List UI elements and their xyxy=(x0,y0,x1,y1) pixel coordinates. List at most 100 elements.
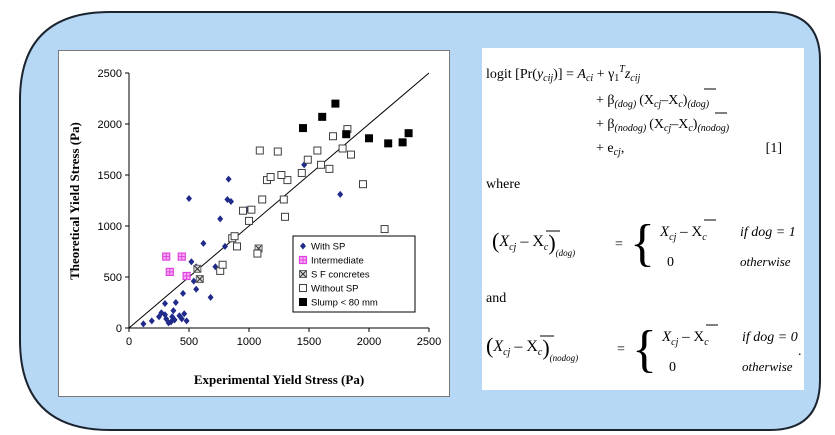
case-dog-lhs: (Xcj – Xc)(dog) xyxy=(492,228,575,258)
point-without-sp xyxy=(329,132,337,141)
point-with-sp xyxy=(172,299,179,306)
and-label: and xyxy=(486,291,506,306)
y-tick-label: 500 xyxy=(104,272,122,284)
scatter-chart: 0 500 1000 1500 2000 2500 0 500 1000 1500 2000 2500… xyxy=(67,68,442,387)
point-with-sp xyxy=(190,277,197,285)
ticks: 0 500 1000 1500 2000 2500 0 500 1000 1500 2000 2500 xyxy=(98,68,442,348)
case-cond-0: if dog = 0 xyxy=(742,330,798,345)
point-intermediate xyxy=(177,252,186,261)
point-with-sp xyxy=(162,300,168,308)
equation-number: [1] xyxy=(766,141,782,156)
point-with-sp xyxy=(186,194,192,202)
point-slump-80-mm xyxy=(384,139,393,148)
point-with-sp xyxy=(148,317,155,325)
y-axis-label: Theoretical Yield Stress (Pa) xyxy=(67,122,82,280)
x-tick-label: 500 xyxy=(180,336,198,348)
chart-panel: 0 500 1000 1500 2000 2500 0 500 1000 1500 2000 2500… xyxy=(58,50,450,397)
point-slump-80-mm xyxy=(331,99,340,108)
legend-label: Slump < 80 mm xyxy=(311,298,378,309)
x-tick-label: 1500 xyxy=(297,336,321,348)
point-without-sp xyxy=(273,147,282,156)
point-with-sp xyxy=(181,310,188,318)
point-without-sp xyxy=(233,242,241,251)
svg-text:=: = xyxy=(617,342,625,357)
where-label: where xyxy=(486,177,520,192)
point-with-sp xyxy=(183,317,190,325)
point-with-sp xyxy=(188,258,195,266)
x-tick-label: 2000 xyxy=(357,336,381,348)
legend-marker xyxy=(299,284,307,292)
case-zero-2: 0 xyxy=(669,360,676,375)
point-without-sp xyxy=(359,180,367,189)
formula-line-2: + β(dog) (Xcj–Xc)(dog) xyxy=(596,93,710,110)
point-with-sp xyxy=(225,175,232,183)
point-without-sp xyxy=(258,195,267,204)
point-without-sp xyxy=(218,260,227,269)
point-with-sp xyxy=(180,289,186,297)
formula-line-4: + ecj, xyxy=(596,141,624,158)
point-with-sp xyxy=(171,316,178,324)
point-with-sp xyxy=(170,307,177,315)
brace-2: { xyxy=(632,321,657,378)
reference-line xyxy=(128,72,430,329)
point-with-sp xyxy=(193,285,200,293)
brace-1: { xyxy=(630,215,655,272)
legend-marker xyxy=(300,242,306,250)
point-without-sp xyxy=(255,146,264,155)
point-without-sp xyxy=(253,249,262,258)
point-with-sp xyxy=(301,161,308,169)
point-without-sp xyxy=(297,168,306,177)
x-axis-label: Experimental Yield Stress (Pa) xyxy=(194,372,364,387)
point-without-sp xyxy=(279,195,288,204)
point-without-sp xyxy=(303,155,312,164)
case-cond-1: if dog = 1 xyxy=(740,225,796,240)
point-without-sp xyxy=(338,144,347,153)
case-zero-1: 0 xyxy=(667,255,674,270)
point-with-sp xyxy=(140,320,147,328)
point-intermediate xyxy=(182,271,191,281)
legend: With SP Intermediate S F concretes Without … xyxy=(292,235,416,313)
point-with-sp xyxy=(165,319,172,327)
point-without-sp xyxy=(347,150,355,159)
point-intermediate xyxy=(165,267,174,276)
point-slump-80-mm xyxy=(299,124,307,133)
point-without-sp xyxy=(325,164,334,173)
formula-line-3: + β(nodog) (Xcj–Xc)(nodog) xyxy=(596,117,730,134)
data-points xyxy=(140,99,413,328)
legend-label: Without SP xyxy=(311,284,359,295)
point-intermediate xyxy=(162,252,171,261)
point-with-sp xyxy=(337,190,344,198)
case-nodog-lhs: (Xcj – Xc)(nodog) xyxy=(486,333,578,363)
point-slump-80-mm xyxy=(398,138,407,147)
point-without-sp xyxy=(380,225,389,234)
point-sf-concretes xyxy=(195,275,204,284)
point-sf-concretes xyxy=(193,264,202,273)
axes xyxy=(128,72,430,329)
point-slump-80-mm xyxy=(318,112,327,121)
point-without-sp xyxy=(239,206,247,215)
point-with-sp xyxy=(178,315,185,323)
y-tick-label: 0 xyxy=(116,323,122,335)
point-with-sp xyxy=(200,239,207,247)
legend-marker xyxy=(299,298,307,306)
formula-panel: logit [Pr(ycij)] = Aci + γ1Tzcij + β(dog… xyxy=(482,48,804,390)
point-without-sp xyxy=(230,232,239,241)
point-without-sp xyxy=(247,205,256,214)
legend-label: Intermediate xyxy=(311,256,364,267)
point-with-sp xyxy=(217,215,224,223)
point-without-sp xyxy=(317,160,325,169)
legend-marker xyxy=(298,255,308,265)
x-tick-label: 2500 xyxy=(417,336,441,348)
point-without-sp xyxy=(277,171,286,179)
point-slump-80-mm xyxy=(404,129,413,138)
y-tick-label: 2000 xyxy=(98,119,122,131)
legend-label: S F concretes xyxy=(311,270,370,281)
point-with-sp xyxy=(222,242,228,250)
point-slump-80-mm xyxy=(342,130,351,139)
case-dog: (Xcj – Xc)(dog) = { Xcj – Xc if dog = 1 … xyxy=(492,215,796,272)
point-without-sp xyxy=(245,216,253,225)
formula: logit [Pr(ycij)] = Aci + γ1Tzcij + β(dog… xyxy=(486,64,802,378)
point-without-sp xyxy=(313,146,322,155)
point-with-sp xyxy=(228,198,234,206)
point-with-sp xyxy=(207,293,214,301)
